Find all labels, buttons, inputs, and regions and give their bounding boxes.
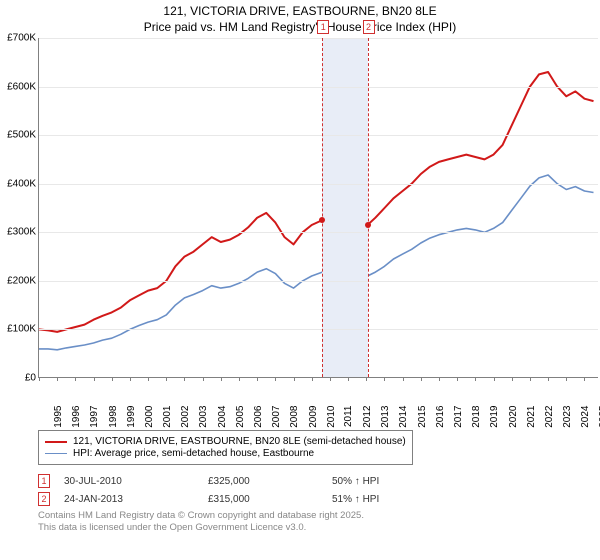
marker-badge: 2 <box>363 20 375 34</box>
attribution: Contains HM Land Registry data © Crown c… <box>38 510 379 535</box>
x-axis: 1995199619971998199920002001200220032004… <box>38 380 598 418</box>
x-tick-label: 2000 <box>144 406 155 428</box>
attribution-line-1: Contains HM Land Registry data © Crown c… <box>38 510 379 522</box>
plot-region: 12 <box>38 38 598 378</box>
sale-delta: 51% ↑ HPI <box>332 494 379 505</box>
title-block: 121, VICTORIA DRIVE, EASTBOURNE, BN20 8L… <box>0 0 600 35</box>
title-line-2: Price paid vs. HM Land Registry's House … <box>0 20 600 36</box>
x-tick-label: 2001 <box>162 406 173 428</box>
marker-line <box>322 38 323 377</box>
sale-dot <box>365 222 371 228</box>
gridline <box>39 184 598 185</box>
plot-svg <box>39 38 599 378</box>
sale-price: £325,000 <box>208 476 318 487</box>
y-tick-label: £200K <box>7 275 36 286</box>
highlight-band <box>322 38 367 377</box>
x-tick-label: 2018 <box>471 406 482 428</box>
y-tick-label: £400K <box>7 178 36 189</box>
x-tick-label: 2009 <box>307 406 318 428</box>
x-tick-label: 2013 <box>380 406 391 428</box>
x-tick-label: 2006 <box>253 406 264 428</box>
sale-price: £315,000 <box>208 494 318 505</box>
footer: 1 30-JUL-2010 £325,000 50% ↑ HPI 2 24-JAN-201… <box>38 474 379 535</box>
y-tick-label: £300K <box>7 227 36 238</box>
legend-box: 121, VICTORIA DRIVE, EASTBOURNE, BN20 8L… <box>38 430 413 465</box>
x-tick-label: 2015 <box>416 406 427 428</box>
x-tick-label: 1997 <box>89 406 100 428</box>
gridline <box>39 281 598 282</box>
x-tick-label: 2002 <box>180 406 191 428</box>
x-tick-label: 1996 <box>71 406 82 428</box>
x-tick-label: 2004 <box>216 406 227 428</box>
sale-delta: 50% ↑ HPI <box>332 476 379 487</box>
x-tick-label: 2017 <box>453 406 464 428</box>
x-tick-label: 1999 <box>125 406 136 428</box>
x-tick-label: 2016 <box>435 406 446 428</box>
x-tick-label: 2021 <box>525 406 536 428</box>
x-tick-label: 2007 <box>271 406 282 428</box>
legend-label: HPI: Average price, semi-detached house,… <box>73 448 314 459</box>
y-tick-label: £600K <box>7 81 36 92</box>
gridline <box>39 135 598 136</box>
x-tick-label: 2012 <box>362 406 373 428</box>
gridline <box>39 232 598 233</box>
sale-row: 1 30-JUL-2010 £325,000 50% ↑ HPI <box>38 474 379 488</box>
series-price_paid <box>39 72 594 332</box>
sale-marker: 2 <box>38 492 50 506</box>
x-tick-label: 2020 <box>507 406 518 428</box>
legend-swatch <box>45 441 67 443</box>
y-axis: £0£100K£200K£300K£400K£500K£600K£700K <box>0 38 38 378</box>
sale-date: 24-JAN-2013 <box>64 494 194 505</box>
attribution-line-2: This data is licensed under the Open Gov… <box>38 522 379 534</box>
chart-container: 121, VICTORIA DRIVE, EASTBOURNE, BN20 8L… <box>0 0 600 560</box>
title-line-1: 121, VICTORIA DRIVE, EASTBOURNE, BN20 8L… <box>0 4 600 20</box>
marker-badge: 1 <box>317 20 329 34</box>
y-tick-label: £700K <box>7 33 36 44</box>
x-tick-label: 2003 <box>198 406 209 428</box>
legend-row: 121, VICTORIA DRIVE, EASTBOURNE, BN20 8L… <box>45 436 406 447</box>
x-tick-label: 2014 <box>398 406 409 428</box>
x-tick-label: 2008 <box>289 406 300 428</box>
x-tick-label: 2011 <box>343 406 354 428</box>
x-tick-label: 2022 <box>544 406 555 428</box>
legend-swatch <box>45 453 67 454</box>
y-tick-label: £0 <box>25 373 36 384</box>
chart-area: £0£100K£200K£300K£400K£500K£600K£700K 12… <box>0 38 600 418</box>
x-tick-label: 2010 <box>325 406 336 428</box>
marker-line <box>368 38 369 377</box>
series-hpi <box>39 175 594 350</box>
x-tick-label: 1998 <box>107 406 118 428</box>
y-tick-label: £100K <box>7 324 36 335</box>
x-tick-label: 2023 <box>562 406 573 428</box>
x-tick-label: 1995 <box>53 406 64 428</box>
gridline <box>39 329 598 330</box>
sale-date: 30-JUL-2010 <box>64 476 194 487</box>
gridline <box>39 38 598 39</box>
x-tick-label: 2024 <box>580 406 591 428</box>
x-tick-label: 2019 <box>489 406 500 428</box>
legend-row: HPI: Average price, semi-detached house,… <box>45 448 406 459</box>
legend-label: 121, VICTORIA DRIVE, EASTBOURNE, BN20 8L… <box>73 436 406 447</box>
y-tick-label: £500K <box>7 130 36 141</box>
sale-row: 2 24-JAN-2013 £315,000 51% ↑ HPI <box>38 492 379 506</box>
sale-dot <box>319 217 325 223</box>
sale-marker: 1 <box>38 474 50 488</box>
gridline <box>39 87 598 88</box>
x-tick-label: 2005 <box>235 406 246 428</box>
